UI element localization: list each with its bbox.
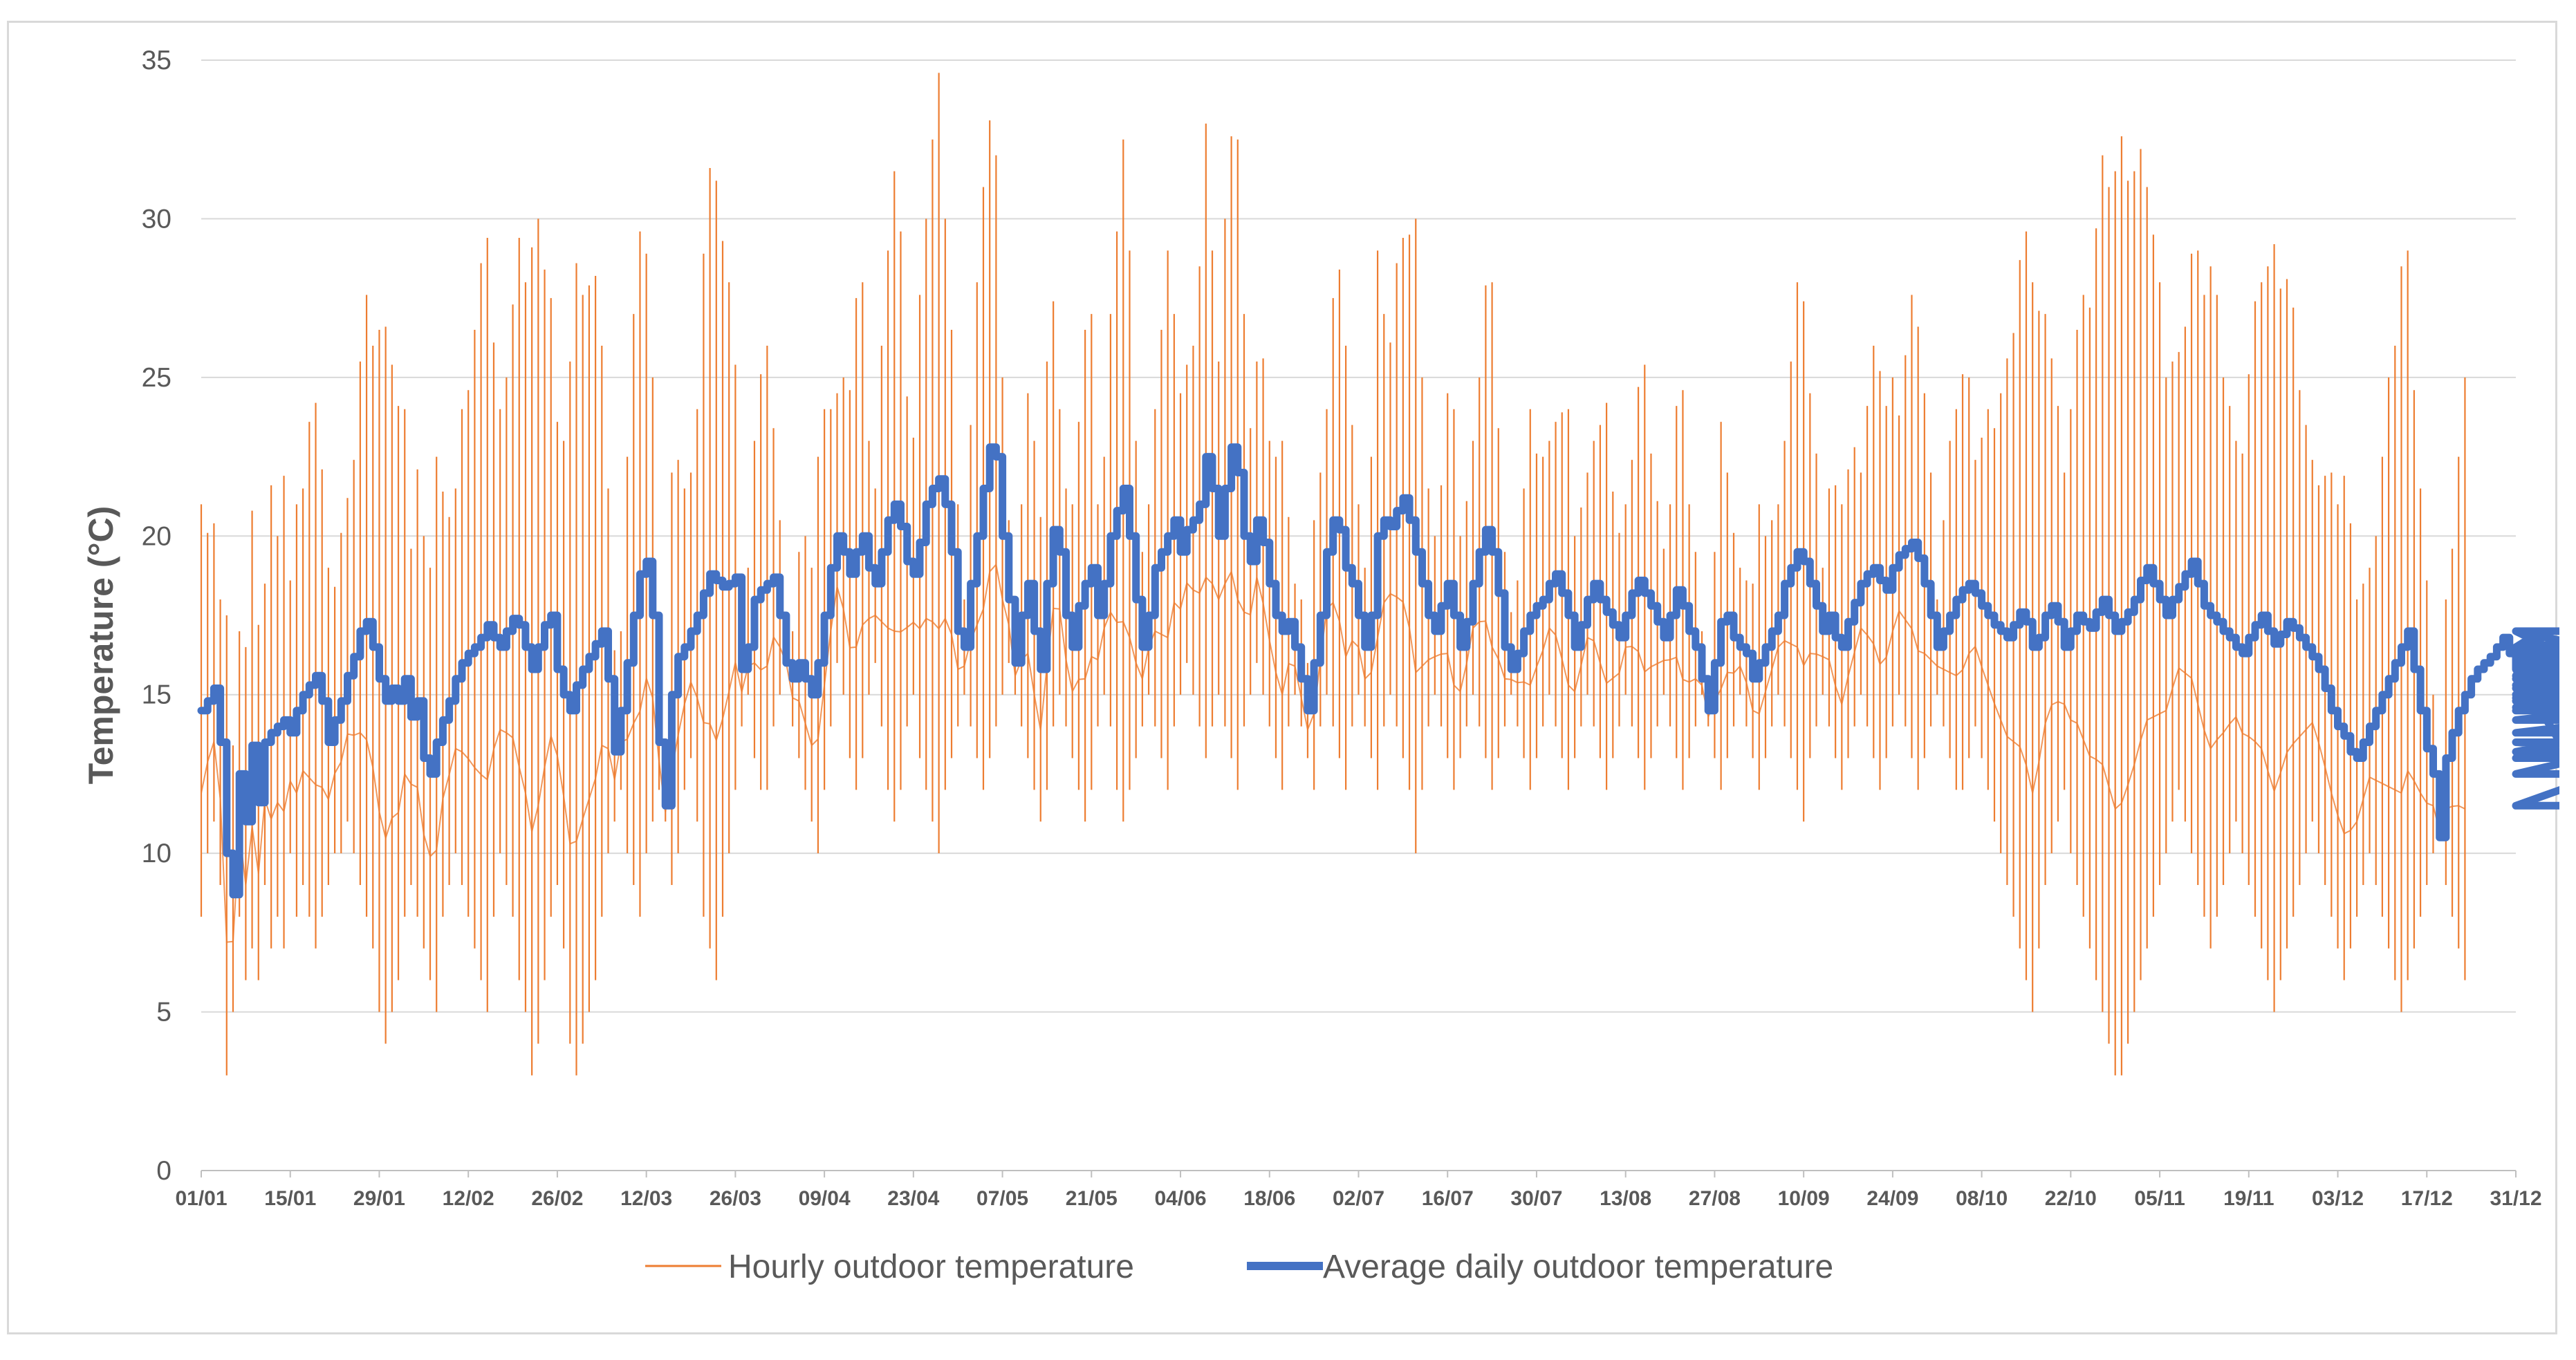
x-tick-label: 03/12 bbox=[2312, 1187, 2364, 1210]
y-tick-label: 0 bbox=[156, 1156, 172, 1186]
x-tick-label: 15/01 bbox=[264, 1187, 316, 1210]
x-tick-label: 04/06 bbox=[1154, 1187, 1206, 1210]
chart-frame: 0 5 10 15 20 25 30 35 01/01 15/01 29/01 12/02 26/02… bbox=[7, 21, 2559, 1334]
line-chart: 0 5 10 15 20 25 30 35 01/01 15/01 29/01 12/02 26/02… bbox=[82, 46, 2559, 1285]
series-hourly-outdoor-temperature bbox=[200, 73, 2466, 1076]
series-average-daily-outdoor-temperature bbox=[197, 443, 2559, 899]
x-tick-label: 22/10 bbox=[2045, 1187, 2097, 1210]
x-tick-label: 12/03 bbox=[620, 1187, 672, 1210]
y-axis-label: Temperature (°C) bbox=[82, 506, 120, 784]
x-tick-label: 27/08 bbox=[1689, 1187, 1741, 1210]
hourly-series-line bbox=[201, 563, 2465, 943]
y-tick-label: 5 bbox=[156, 998, 172, 1027]
y-axis-ticks: 0 5 10 15 20 25 30 35 bbox=[142, 46, 172, 1186]
x-tick-label: 16/07 bbox=[1422, 1187, 1474, 1210]
x-axis: 01/01 15/01 29/01 12/02 26/02 12/03 26/03 09/04… bbox=[175, 1171, 2542, 1210]
x-tick-label: 02/07 bbox=[1333, 1187, 1384, 1210]
y-tick-label: 25 bbox=[142, 363, 172, 393]
legend: Hourly outdoor temperature Average daily… bbox=[645, 1249, 1833, 1285]
x-tick-label: 05/11 bbox=[2134, 1187, 2185, 1210]
x-tick-label: 24/09 bbox=[1866, 1187, 1918, 1210]
x-tick-label: 26/03 bbox=[710, 1187, 761, 1210]
x-tick-label: 26/02 bbox=[531, 1187, 583, 1210]
y-tick-label: 30 bbox=[142, 204, 172, 234]
x-tick-label: 07/05 bbox=[976, 1187, 1028, 1210]
x-tick-label: 29/01 bbox=[353, 1187, 405, 1210]
legend-label-average: Average daily outdoor temperature bbox=[1323, 1249, 1833, 1285]
x-tick-label: 17/12 bbox=[2401, 1187, 2453, 1210]
y-tick-label: 10 bbox=[142, 839, 172, 868]
y-tick-label: 15 bbox=[142, 680, 172, 710]
x-tick-label: 31/12 bbox=[2490, 1187, 2541, 1210]
x-tick-label: 01/01 bbox=[175, 1187, 227, 1210]
x-tick-label: 10/09 bbox=[1778, 1187, 1830, 1210]
x-tick-label: 18/06 bbox=[1243, 1187, 1295, 1210]
y-tick-label: 20 bbox=[142, 521, 172, 551]
x-tick-label: 12/02 bbox=[443, 1187, 494, 1210]
x-tick-label: 19/11 bbox=[2223, 1187, 2274, 1210]
legend-label-hourly: Hourly outdoor temperature bbox=[728, 1249, 1134, 1285]
x-tick-label: 08/10 bbox=[1956, 1187, 2008, 1210]
x-tick-label: 09/04 bbox=[799, 1187, 851, 1210]
x-tick-label: 23/04 bbox=[887, 1187, 939, 1210]
x-tick-label: 30/07 bbox=[1510, 1187, 1562, 1210]
y-tick-label: 35 bbox=[142, 46, 172, 75]
x-tick-label: 13/08 bbox=[1600, 1187, 1651, 1210]
x-tick-label: 21/05 bbox=[1066, 1187, 1118, 1210]
average-series-line bbox=[197, 443, 2559, 899]
